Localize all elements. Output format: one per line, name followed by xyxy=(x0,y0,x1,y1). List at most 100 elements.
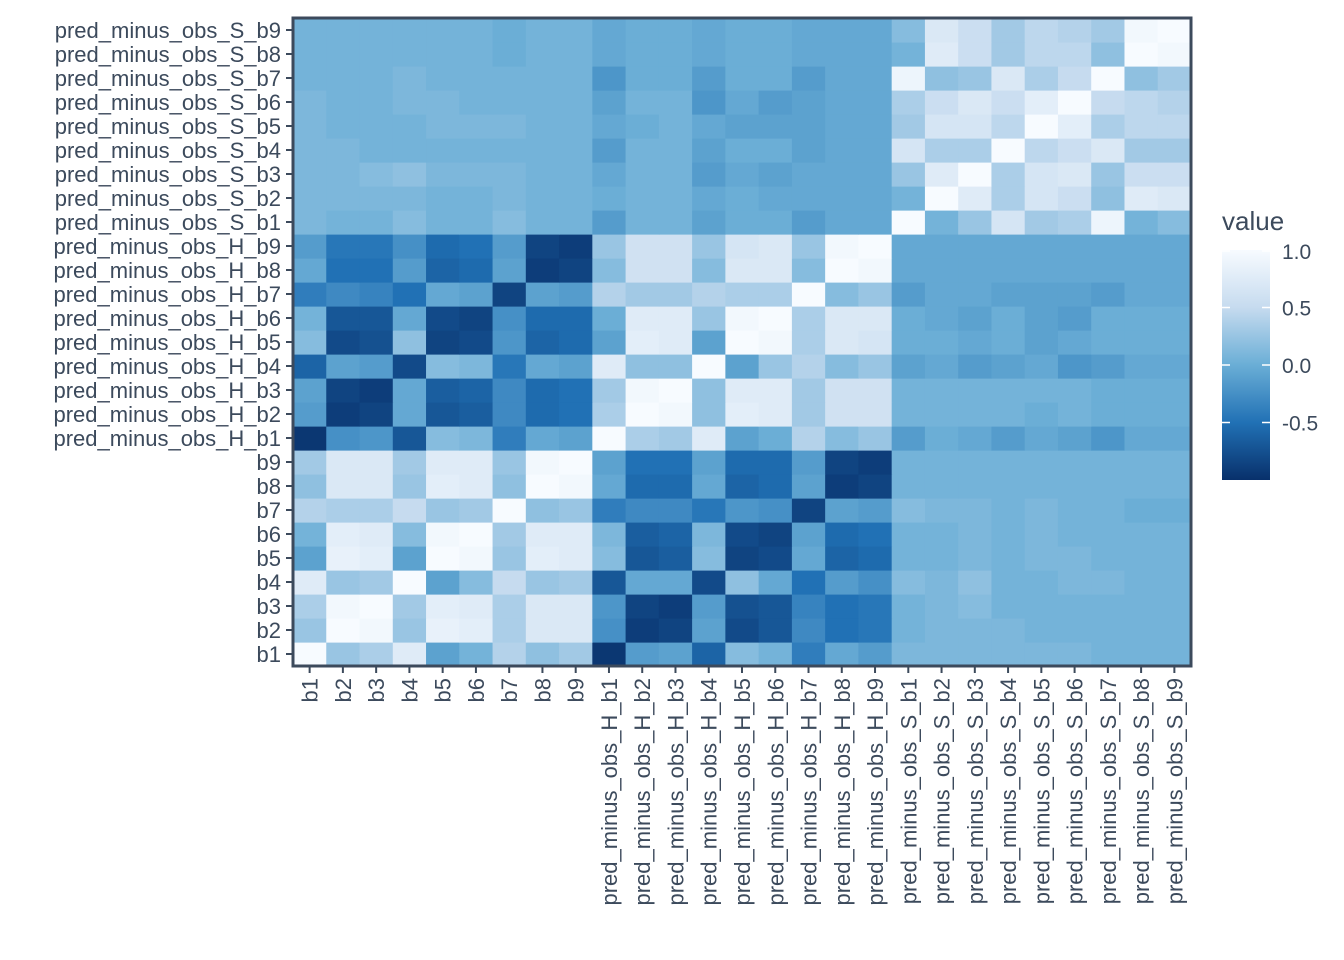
cell-b5-x-pred-minus-obs-s-b5 xyxy=(426,114,460,139)
cell-pred-minus-obs-s-b3-x-b4 xyxy=(958,570,993,595)
cell-b1-x-pred-minus-obs-h-b7 xyxy=(293,282,327,307)
cell-pred-minus-obs-h-b3-x-pred-minus-obs-s-b2 xyxy=(658,186,693,211)
cell-b6-x-b8 xyxy=(459,474,494,499)
cell-pred-minus-obs-s-b4-x-b3 xyxy=(991,594,1026,619)
cell-pred-minus-obs-h-b3-x-pred-minus-obs-h-b3 xyxy=(658,378,693,403)
cell-b5-x-pred-minus-obs-s-b3 xyxy=(426,162,460,187)
x-label-pred-minus-obs-s-b8: pred_minus_obs_S_b8 xyxy=(1129,678,1154,904)
cell-b4-x-pred-minus-obs-h-b5 xyxy=(392,330,427,355)
y-label-b6: b6 xyxy=(257,522,281,547)
cell-pred-minus-obs-s-b3-x-b1 xyxy=(958,642,993,667)
cell-pred-minus-obs-s-b6-x-b4 xyxy=(1057,570,1092,595)
cell-pred-minus-obs-h-b3-x-b5 xyxy=(658,546,693,571)
cell-b5-x-pred-minus-obs-s-b2 xyxy=(426,186,460,211)
cell-pred-minus-obs-h-b5-x-pred-minus-obs-h-b1 xyxy=(725,426,760,451)
cell-pred-minus-obs-h-b2-x-b8 xyxy=(625,474,660,499)
y-axis-labels: b1b2b3b4b5b6b7b8b9pred_minus_obs_H_b1pre… xyxy=(54,18,282,667)
cell-pred-minus-obs-s-b4-x-pred-minus-obs-h-b7 xyxy=(991,282,1026,307)
cell-b8-x-pred-minus-obs-h-b2 xyxy=(525,402,560,427)
cell-pred-minus-obs-s-b5-x-pred-minus-obs-s-b1 xyxy=(1024,210,1059,235)
cell-b7-x-pred-minus-obs-h-b4 xyxy=(492,354,527,379)
cell-pred-minus-obs-s-b6-x-pred-minus-obs-s-b1 xyxy=(1057,210,1092,235)
cell-b9-x-b7 xyxy=(559,498,593,523)
cell-pred-minus-obs-h-b4-x-pred-minus-obs-h-b9 xyxy=(692,234,726,259)
cell-b9-x-b8 xyxy=(559,474,593,499)
cell-b7-x-b9 xyxy=(492,450,527,475)
cell-pred-minus-obs-h-b5-x-pred-minus-obs-s-b6 xyxy=(725,90,760,115)
cell-pred-minus-obs-h-b1-x-b6 xyxy=(592,522,627,547)
cell-pred-minus-obs-s-b5-x-pred-minus-obs-h-b1 xyxy=(1024,426,1059,451)
cell-pred-minus-obs-h-b6-x-pred-minus-obs-s-b9 xyxy=(758,18,793,43)
cell-pred-minus-obs-s-b9-x-b4 xyxy=(1157,570,1192,595)
cell-pred-minus-obs-s-b5-x-b9 xyxy=(1024,450,1059,475)
cell-b2-x-b9 xyxy=(326,450,361,475)
cell-b2-x-pred-minus-obs-h-b4 xyxy=(326,354,361,379)
cell-b5-x-b5 xyxy=(426,546,460,571)
cell-pred-minus-obs-s-b8-x-pred-minus-obs-s-b2 xyxy=(1124,186,1159,211)
cell-pred-minus-obs-s-b9-x-b9 xyxy=(1157,450,1192,475)
x-label-pred-minus-obs-h-b7: pred_minus_obs_H_b7 xyxy=(797,678,822,906)
cell-pred-minus-obs-h-b9-x-pred-minus-obs-h-b8 xyxy=(858,258,893,283)
cell-pred-minus-obs-s-b7-x-b3 xyxy=(1091,594,1126,619)
x-label-b6: b6 xyxy=(464,678,489,702)
cell-pred-minus-obs-s-b8-x-pred-minus-obs-h-b9 xyxy=(1124,234,1159,259)
cell-pred-minus-obs-h-b1-x-pred-minus-obs-s-b9 xyxy=(592,18,627,43)
cell-pred-minus-obs-s-b5-x-pred-minus-obs-s-b5 xyxy=(1024,114,1059,139)
cell-b2-x-b4 xyxy=(326,570,361,595)
cell-b2-x-b2 xyxy=(326,618,361,643)
cell-pred-minus-obs-h-b9-x-b8 xyxy=(858,474,893,499)
cell-pred-minus-obs-h-b4-x-b7 xyxy=(692,498,726,523)
cell-pred-minus-obs-h-b2-x-pred-minus-obs-s-b6 xyxy=(625,90,660,115)
cell-pred-minus-obs-h-b2-x-b3 xyxy=(625,594,660,619)
x-label-pred-minus-obs-s-b4: pred_minus_obs_S_b4 xyxy=(996,678,1021,904)
cell-b2-x-pred-minus-obs-h-b1 xyxy=(326,426,361,451)
x-label-pred-minus-obs-h-b1: pred_minus_obs_H_b1 xyxy=(597,678,622,906)
cell-pred-minus-obs-h-b6-x-b9 xyxy=(758,450,793,475)
cell-pred-minus-obs-s-b1-x-pred-minus-obs-h-b3 xyxy=(891,378,926,403)
cell-pred-minus-obs-h-b6-x-pred-minus-obs-s-b7 xyxy=(758,66,793,91)
cell-b4-x-b4 xyxy=(392,570,427,595)
cell-b7-x-b7 xyxy=(492,498,527,523)
cell-b8-x-b2 xyxy=(525,618,560,643)
cell-pred-minus-obs-s-b1-x-b9 xyxy=(891,450,926,475)
cell-b5-x-pred-minus-obs-h-b3 xyxy=(426,378,460,403)
cell-pred-minus-obs-h-b5-x-b5 xyxy=(725,546,760,571)
cell-b9-x-pred-minus-obs-s-b6 xyxy=(559,90,593,115)
y-label-b8: b8 xyxy=(257,474,281,499)
cell-pred-minus-obs-h-b5-x-pred-minus-obs-s-b9 xyxy=(725,18,760,43)
cell-pred-minus-obs-h-b2-x-pred-minus-obs-s-b8 xyxy=(625,42,660,67)
cell-pred-minus-obs-h-b4-x-pred-minus-obs-s-b2 xyxy=(692,186,726,211)
cell-b5-x-pred-minus-obs-s-b6 xyxy=(426,90,460,115)
cell-pred-minus-obs-s-b6-x-pred-minus-obs-s-b9 xyxy=(1057,18,1092,43)
cell-pred-minus-obs-s-b8-x-pred-minus-obs-s-b7 xyxy=(1124,66,1159,91)
cell-b1-x-pred-minus-obs-s-b2 xyxy=(293,186,327,211)
cell-b2-x-pred-minus-obs-s-b5 xyxy=(326,114,361,139)
cell-pred-minus-obs-h-b4-x-pred-minus-obs-s-b4 xyxy=(692,138,726,163)
cell-b9-x-b9 xyxy=(559,450,593,475)
cell-pred-minus-obs-s-b9-x-pred-minus-obs-s-b1 xyxy=(1157,210,1192,235)
cell-pred-minus-obs-s-b8-x-pred-minus-obs-h-b5 xyxy=(1124,330,1159,355)
cell-b6-x-pred-minus-obs-h-b1 xyxy=(459,426,494,451)
cell-pred-minus-obs-h-b3-x-b9 xyxy=(658,450,693,475)
cell-pred-minus-obs-h-b3-x-b4 xyxy=(658,570,693,595)
cell-pred-minus-obs-s-b8-x-pred-minus-obs-s-b5 xyxy=(1124,114,1159,139)
y-label-pred-minus-obs-s-b8: pred_minus_obs_S_b8 xyxy=(55,42,281,67)
cell-pred-minus-obs-h-b5-x-b2 xyxy=(725,618,760,643)
cell-pred-minus-obs-s-b1-x-pred-minus-obs-h-b6 xyxy=(891,306,926,331)
cell-pred-minus-obs-h-b6-x-b5 xyxy=(758,546,793,571)
cell-b7-x-b2 xyxy=(492,618,527,643)
cell-b4-x-b2 xyxy=(392,618,427,643)
cell-b5-x-b3 xyxy=(426,594,460,619)
cell-b6-x-pred-minus-obs-s-b3 xyxy=(459,162,494,187)
cell-pred-minus-obs-s-b7-x-b6 xyxy=(1091,522,1126,547)
cell-b4-x-pred-minus-obs-s-b1 xyxy=(392,210,427,235)
cell-b3-x-b2 xyxy=(359,618,394,643)
cell-pred-minus-obs-s-b2-x-pred-minus-obs-s-b5 xyxy=(924,114,959,139)
cell-pred-minus-obs-h-b9-x-b6 xyxy=(858,522,893,547)
cell-pred-minus-obs-h-b6-x-pred-minus-obs-h-b1 xyxy=(758,426,793,451)
cell-b3-x-pred-minus-obs-h-b2 xyxy=(359,402,394,427)
cell-pred-minus-obs-h-b8-x-b6 xyxy=(825,522,860,547)
cell-pred-minus-obs-s-b4-x-b8 xyxy=(991,474,1026,499)
cell-b7-x-pred-minus-obs-s-b4 xyxy=(492,138,527,163)
cell-pred-minus-obs-s-b4-x-b5 xyxy=(991,546,1026,571)
